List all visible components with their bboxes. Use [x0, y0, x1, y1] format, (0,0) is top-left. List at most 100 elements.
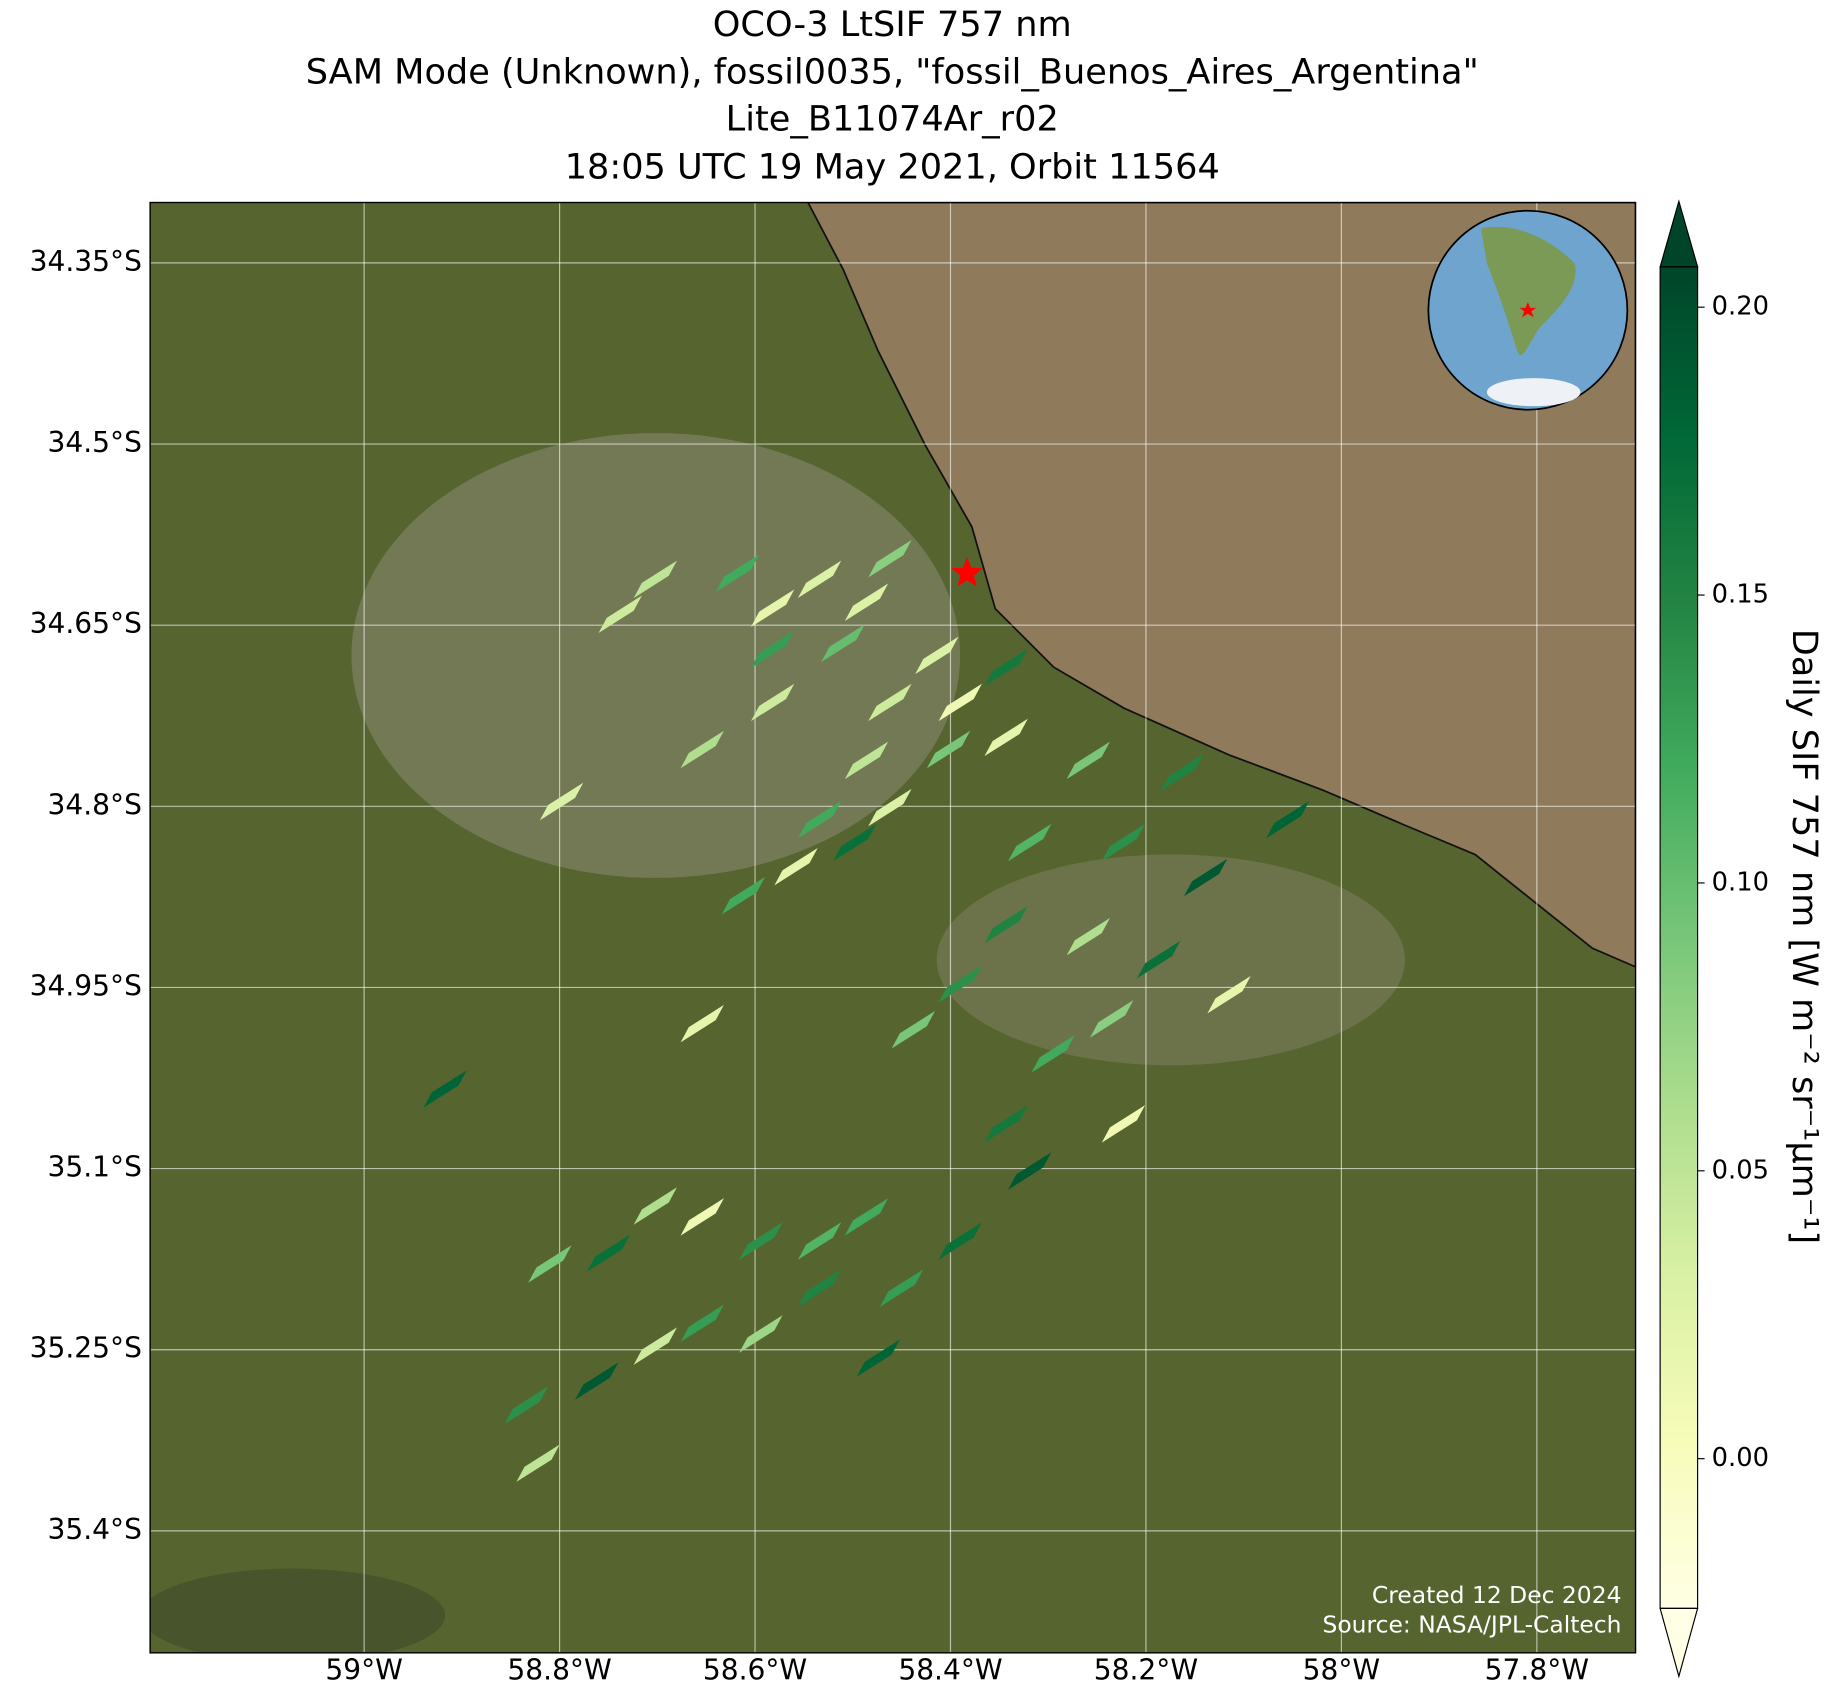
- y-tick-label: 35.4°S: [48, 1513, 142, 1546]
- sif-footprint: [797, 1269, 842, 1307]
- sif-footprint: [1101, 1105, 1146, 1143]
- sif-footprint: [680, 730, 724, 769]
- y-tick-label: 34.65°S: [30, 607, 142, 640]
- sif-footprint: [891, 1011, 935, 1049]
- colorbar-tick-label: 0.05: [1712, 1155, 1769, 1185]
- sif-footprint: [938, 965, 982, 1003]
- sif-footprint: [1066, 741, 1110, 780]
- sif-footprint: [516, 1444, 560, 1482]
- continent: [1481, 226, 1576, 355]
- sif-footprint: [984, 1105, 1028, 1143]
- sif-footprint: [1137, 940, 1181, 979]
- sif-footprint: [750, 589, 795, 627]
- sif-footprint: [1160, 753, 1204, 792]
- colorbar-tick-label: 0.00: [1712, 1443, 1769, 1473]
- colorbar-extend-min: [1659, 1607, 1699, 1679]
- sif-footprint: [797, 1222, 842, 1260]
- x-tick-label: 59°W: [325, 1654, 403, 1687]
- y-tick-label: 35.1°S: [48, 1151, 142, 1184]
- sif-footprint: [797, 560, 842, 599]
- sif-footprint: [633, 560, 677, 599]
- sif-footprint: [715, 554, 760, 592]
- sif-footprint: [633, 1327, 677, 1365]
- y-tick-label: 34.95°S: [30, 969, 142, 1002]
- footprints: [423, 539, 1310, 1482]
- colorbar-body: [1660, 266, 1698, 1609]
- sif-footprint: [774, 847, 818, 886]
- sif-footprint: [633, 1187, 677, 1225]
- sif-footprint: [528, 1245, 572, 1283]
- sif-footprint: [938, 1222, 982, 1260]
- colorbar-extend-max: [1659, 199, 1699, 268]
- y-tick-label: 35.25°S: [30, 1332, 142, 1365]
- sif-footprint: [575, 1362, 619, 1400]
- colorbar-tick-label: 0.15: [1712, 580, 1769, 610]
- y-tick-label: 34.8°S: [48, 788, 142, 821]
- sif-footprint: [868, 788, 912, 827]
- title: 18:05 UTC 19 May 2021, Orbit 11564: [565, 147, 1220, 188]
- water: [806, 202, 1636, 968]
- sif-footprint: [879, 1269, 924, 1307]
- sif-footprint: [856, 1339, 900, 1377]
- colorbar-tick-label: 0.10: [1712, 867, 1769, 897]
- sif-footprint: [868, 539, 912, 578]
- sif-footprint: [1266, 800, 1310, 839]
- sif-footprint: [984, 905, 1028, 944]
- sif-footprint: [868, 683, 912, 722]
- sif-footprint: [1031, 1035, 1075, 1073]
- sif-footprint: [984, 718, 1028, 757]
- sif-footprint: [750, 630, 795, 669]
- sif-footprint: [586, 1234, 631, 1272]
- colorbar-label: Daily SIF 757 nm [W m⁻² sr⁻¹μm⁻¹]: [1784, 629, 1825, 1245]
- sif-footprint: [821, 624, 865, 662]
- antarctica: [1486, 378, 1581, 407]
- x-tick-label: 58.6°W: [703, 1654, 807, 1687]
- sif-footprint: [797, 800, 842, 839]
- sif-footprint: [721, 876, 766, 915]
- sif-footprint: [739, 1222, 783, 1260]
- sif-footprint: [844, 741, 889, 780]
- sif-footprint: [1008, 823, 1052, 862]
- footer: Created 12 Dec 2024: [1372, 1581, 1622, 1609]
- sif-footprint: [1008, 1152, 1052, 1190]
- sif-footprint: [833, 823, 877, 862]
- inset-globe: [1427, 209, 1629, 411]
- urban-area: [351, 433, 961, 878]
- x-tick-label: 58.2°W: [1094, 1654, 1198, 1687]
- x-tick-label: 58°W: [1303, 1654, 1381, 1687]
- sif-footprint: [680, 1004, 724, 1043]
- sif-footprint: [539, 782, 584, 821]
- colorbar-tick-label: 0.20: [1712, 292, 1769, 322]
- sif-footprint: [915, 636, 959, 675]
- globe-site: [1519, 302, 1537, 318]
- sif-footprint: [598, 595, 642, 634]
- colorbar-frame: [1659, 266, 1699, 1609]
- sif-footprint: [844, 583, 889, 621]
- sif-footprint: [750, 683, 795, 722]
- x-tick-label: 58.4°W: [898, 1654, 1002, 1687]
- sif-footprint: [423, 1070, 467, 1108]
- urban-area: [936, 854, 1405, 1066]
- y-tick-label: 34.5°S: [48, 426, 142, 459]
- title: SAM Mode (Unknown), fossil0035, "fossil_…: [306, 52, 1479, 93]
- colorbar: 0.00 0.05 0.10 0.15 0.20: [1659, 199, 1769, 1679]
- sif-footprint: [1066, 917, 1110, 956]
- x-tick-label: 57.8°W: [1485, 1654, 1589, 1687]
- sif-footprint: [739, 1315, 783, 1353]
- sif-footprint: [938, 683, 982, 722]
- sif-footprint: [926, 730, 971, 769]
- sif-footprint: [504, 1386, 548, 1424]
- sif-footprint: [1101, 823, 1146, 862]
- sif-footprint: [844, 1198, 889, 1236]
- sif-footprint: [984, 648, 1028, 687]
- sif-footprint: [680, 1304, 724, 1342]
- grid: [150, 202, 1636, 1653]
- sif-footprint: [680, 1198, 724, 1236]
- title: Lite_B11074Ar_r02: [726, 99, 1059, 140]
- footer: Source: NASA/JPL-Caltech: [1323, 1610, 1622, 1638]
- title: OCO-3 LtSIF 757 nm: [713, 4, 1072, 45]
- map-background: [150, 202, 1636, 1653]
- site-marker: [951, 556, 983, 587]
- x-tick-label: 58.8°W: [507, 1654, 611, 1687]
